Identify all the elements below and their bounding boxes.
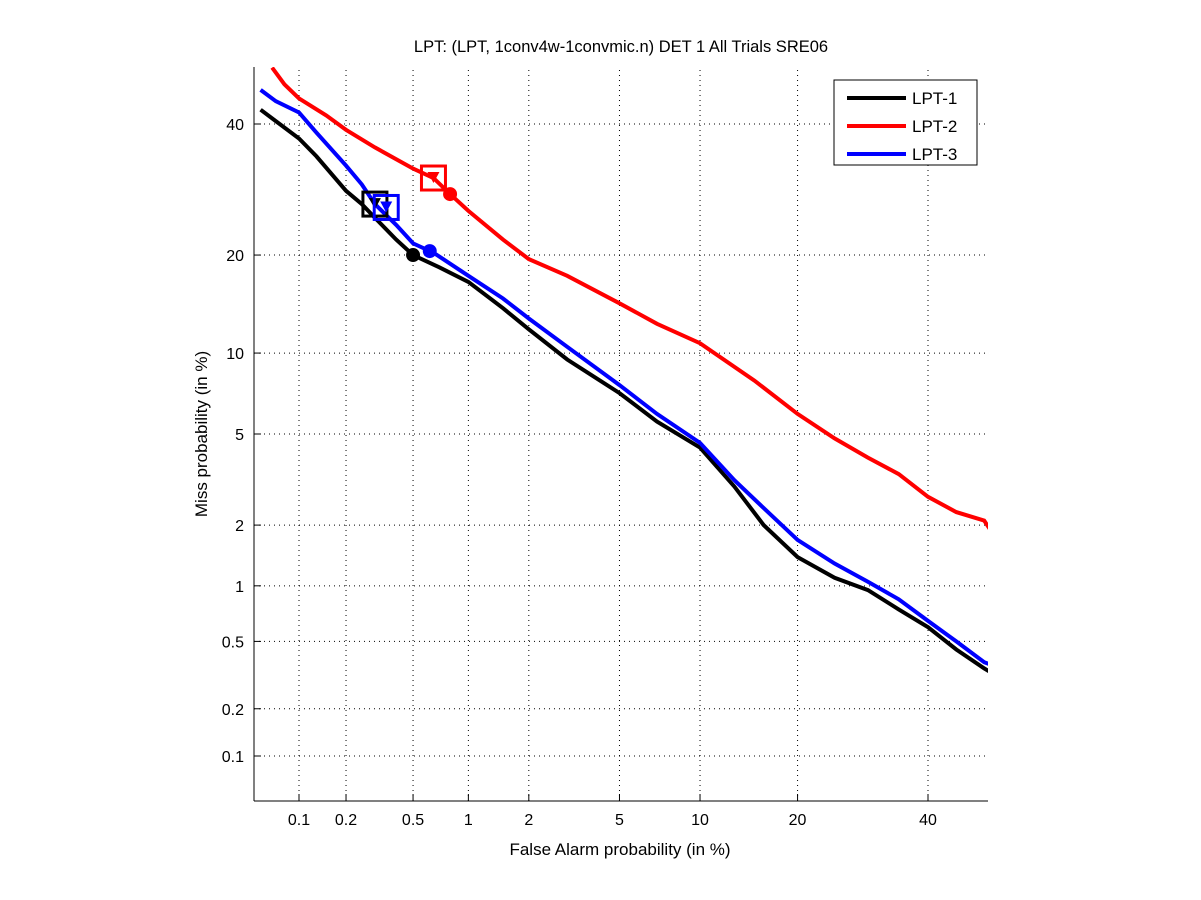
y-tick-label: 0.5: [222, 634, 244, 651]
x-tick-label: 1: [464, 812, 473, 829]
y-tick-label: 5: [235, 427, 244, 444]
y-axis-title: Miss probability (in %): [192, 351, 211, 517]
legend-label-lpt-3: LPT-3: [912, 145, 957, 164]
y-tick-label: 1: [235, 579, 244, 596]
y-tick-label: 10: [226, 346, 244, 363]
series-line-lpt-2: [270, 67, 988, 530]
legend-label-lpt-2: LPT-2: [912, 117, 957, 136]
markers: [361, 164, 458, 263]
actual-dcf-square-marker-lpt-3: [372, 193, 400, 221]
triangle-marker-lpt-2: [427, 172, 440, 184]
x-tick-label: 10: [691, 812, 709, 829]
y-tick-label: 40: [226, 117, 244, 134]
y-tick-label: 0.2: [222, 702, 244, 719]
y-tick-label: 2: [235, 518, 244, 535]
series-line-lpt-1: [259, 108, 988, 673]
x-tick-label: 0.5: [402, 812, 424, 829]
min-dcf-circle-marker-lpt-1: [406, 248, 421, 263]
x-axis-title: False Alarm probability (in %): [509, 840, 730, 859]
legend-box: [833, 79, 978, 166]
grid: [254, 67, 988, 801]
min-dcf-circle-marker-lpt-2: [443, 187, 458, 202]
x-tick-label: 5: [615, 812, 624, 829]
series-lines: [259, 67, 988, 673]
y-ticks: 0.1 0.2 0.5 1 2 5 10 20 40: [222, 117, 261, 766]
x-tick-label: 2: [524, 812, 533, 829]
chart-title: LPT: (LPT, 1conv4w-1convmic.n) DET 1 All…: [414, 38, 828, 56]
y-tick-label: 20: [226, 248, 244, 265]
actual-dcf-square-marker-lpt-2: [419, 164, 447, 192]
y-tick-label: 0.1: [222, 749, 244, 766]
series-line-lpt-3: [259, 88, 988, 666]
x-ticks: 0.1 0.2 0.5 1 2 5 10 20 40: [288, 794, 937, 829]
legend-label-lpt-1: LPT-1: [912, 89, 957, 108]
triangle-marker-lpt-3: [380, 201, 393, 213]
x-tick-label: 0.2: [335, 812, 357, 829]
legend: LPT-1 LPT-2 LPT-3: [833, 79, 978, 166]
min-dcf-circle-marker-lpt-3: [422, 244, 437, 259]
x-tick-label: 20: [789, 812, 807, 829]
x-tick-label: 0.1: [288, 812, 310, 829]
x-tick-label: 40: [919, 812, 937, 829]
